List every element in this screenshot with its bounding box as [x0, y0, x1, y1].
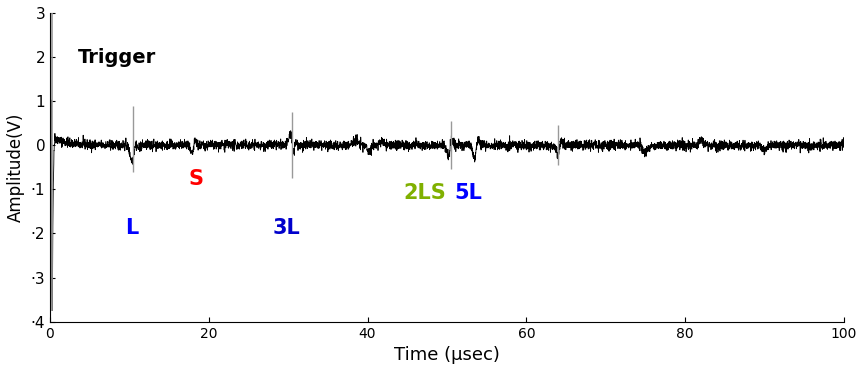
Text: 2LS: 2LS — [403, 183, 446, 203]
Text: L: L — [125, 218, 138, 238]
Y-axis label: Amplitude(V): Amplitude(V) — [7, 113, 25, 222]
X-axis label: Time (μsec): Time (μsec) — [394, 346, 500, 364]
Text: Trigger: Trigger — [78, 47, 156, 66]
Text: S: S — [189, 170, 204, 190]
Text: 5L: 5L — [454, 183, 483, 203]
Text: 3L: 3L — [272, 218, 300, 238]
